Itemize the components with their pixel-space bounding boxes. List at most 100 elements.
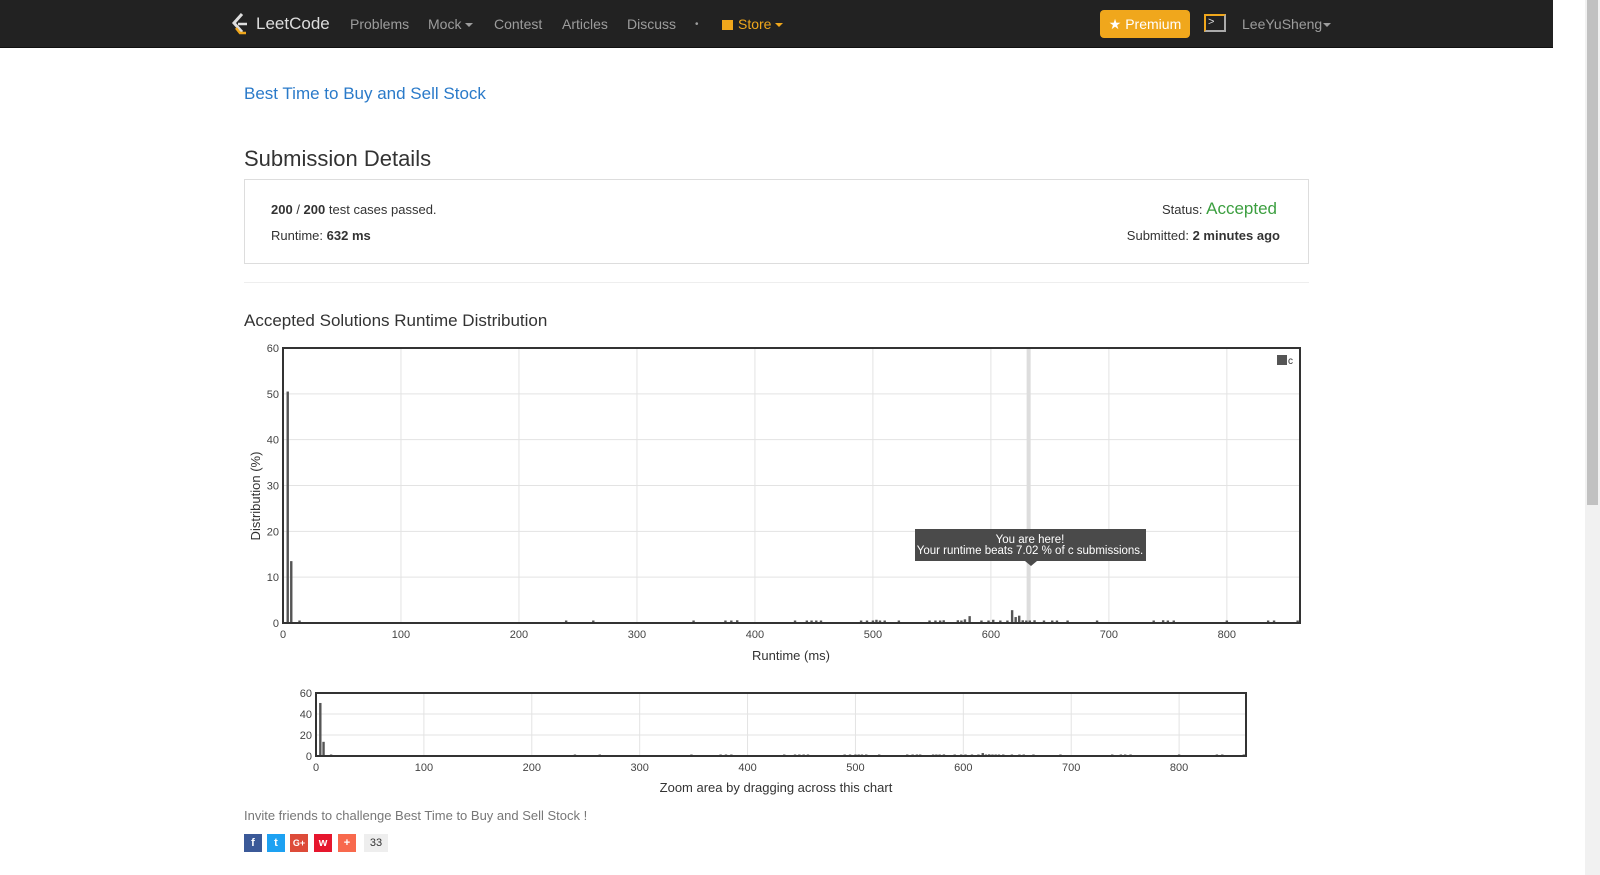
chevron-down-icon	[1323, 23, 1332, 28]
bar	[963, 619, 967, 623]
page-title: Submission Details	[244, 146, 432, 171]
nav-discuss[interactable]: Discuss	[627, 16, 677, 32]
your-runtime-marker	[1026, 348, 1031, 623]
bar	[1172, 620, 1175, 623]
navigator-bar	[1002, 754, 1005, 756]
navigator-bar	[994, 754, 997, 756]
page-scrollbar[interactable]	[1585, 0, 1600, 875]
navigator-y-tick-label: 40	[300, 709, 312, 721]
bar	[692, 620, 695, 623]
status-label: Status:	[1162, 202, 1203, 217]
bar	[1055, 620, 1059, 623]
chart-title: Accepted Solutions Runtime Distribution	[244, 311, 548, 330]
bar	[1010, 610, 1014, 623]
status-badge[interactable]: Accepted	[1206, 199, 1277, 218]
bar	[1095, 620, 1099, 623]
bar	[1025, 620, 1028, 623]
nav-store[interactable]: Store	[722, 16, 784, 32]
bar	[968, 616, 971, 623]
leetcode-logo[interactable]: LeetCode	[230, 12, 330, 36]
bar	[1266, 620, 1270, 623]
navigator-bar	[970, 754, 974, 756]
bar	[1166, 620, 1170, 623]
navigator-bar	[857, 754, 860, 756]
premium-label: Premium	[1125, 16, 1182, 32]
share-count: 33	[364, 834, 388, 852]
y-tick-label: 10	[267, 572, 279, 584]
bar	[1014, 617, 1017, 623]
bar	[878, 620, 882, 623]
google-plus-icon[interactable]: G+	[290, 834, 308, 852]
nav-problems[interactable]: Problems	[350, 16, 410, 32]
x-tick-label: 300	[628, 629, 646, 641]
y-tick-label: 0	[273, 618, 279, 630]
tooltip-arrow	[1025, 561, 1037, 566]
bar	[859, 620, 863, 623]
navigator-bar	[935, 754, 938, 756]
navigator-bar	[783, 754, 786, 756]
bar	[992, 619, 995, 623]
submitted-label: Submitted:	[1126, 228, 1189, 243]
navigator-bar	[802, 754, 805, 756]
playground-terminal-icon[interactable]: >	[1204, 14, 1226, 32]
navigator-x-tick-label: 100	[415, 762, 433, 774]
navigator-bar	[931, 754, 935, 756]
navigator-x-tick-label: 800	[1170, 762, 1188, 774]
user-menu[interactable]: LeeYuSheng	[1242, 16, 1332, 32]
navigator-bar	[1242, 754, 1246, 756]
navigator-bar	[977, 754, 980, 756]
tooltip-box	[915, 529, 1146, 561]
brand-name: LeetCode	[256, 14, 330, 33]
bar	[871, 620, 875, 623]
navigator-bar	[1177, 754, 1181, 756]
bar	[1021, 620, 1024, 623]
tooltip-line2: Your runtime beats 7.02 % of c submissio…	[917, 545, 1144, 557]
bar	[942, 620, 945, 623]
navigator-y-tick-label: 20	[300, 730, 312, 742]
nav-mock[interactable]: Mock	[428, 16, 474, 32]
x-tick-label: 600	[982, 629, 1000, 641]
weibo-icon[interactable]: w	[314, 834, 332, 852]
navigator-bar	[848, 754, 852, 756]
y-axis-title: Distribution (%)	[248, 452, 263, 541]
navigator-bar	[938, 754, 941, 756]
x-tick-label: 100	[392, 629, 410, 641]
navigator-bar	[730, 754, 733, 756]
bar	[564, 620, 568, 623]
scrollbar-thumb[interactable]	[1587, 0, 1598, 505]
navigator-bar	[984, 754, 988, 756]
navigator-x-tick-label: 600	[954, 762, 972, 774]
premium-button[interactable]: ★ Premium	[1100, 10, 1190, 38]
navigator-x-tick-label: 400	[738, 762, 756, 774]
navigator-bar	[322, 741, 325, 756]
facebook-icon[interactable]: f	[244, 834, 262, 852]
problem-link[interactable]: Best Time to Buy and Sell Stock	[244, 84, 486, 103]
navigator-plot-frame	[315, 692, 1247, 757]
navigator-bar	[860, 754, 864, 756]
y-tick-label: 60	[267, 343, 279, 355]
x-tick-label: 400	[746, 629, 764, 641]
bar	[865, 620, 869, 623]
navigator-y-tick-label: 0	[306, 751, 312, 763]
navigator-bar	[1059, 754, 1062, 756]
x-tick-label: 200	[510, 629, 528, 641]
navigator-bar	[793, 754, 797, 756]
bar	[875, 619, 878, 623]
nav-contest[interactable]: Contest	[494, 16, 543, 32]
chevron-down-icon	[775, 23, 784, 28]
bar	[736, 620, 739, 623]
bar	[290, 561, 293, 623]
nav-articles[interactable]: Articles	[562, 16, 608, 32]
navigator-bar	[724, 754, 728, 756]
x-axis-title: Runtime (ms)	[752, 648, 830, 663]
bar	[793, 620, 797, 623]
navigator-bar	[915, 754, 919, 756]
leetcode-icon	[231, 13, 247, 35]
more-icon[interactable]: +	[338, 834, 356, 852]
twitter-icon[interactable]: t	[267, 834, 285, 852]
submission-summary-panel: 200 / 200 test cases passed. Runtime: 63…	[244, 179, 1309, 264]
navigator-bar	[959, 754, 963, 756]
bar	[1066, 620, 1069, 623]
navigator-bar	[843, 754, 846, 756]
runtime-label: Runtime:	[271, 228, 324, 243]
